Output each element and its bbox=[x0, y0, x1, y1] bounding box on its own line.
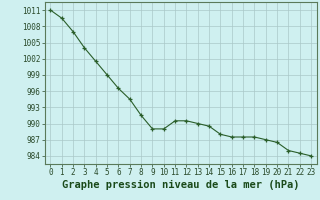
X-axis label: Graphe pression niveau de la mer (hPa): Graphe pression niveau de la mer (hPa) bbox=[62, 180, 300, 190]
